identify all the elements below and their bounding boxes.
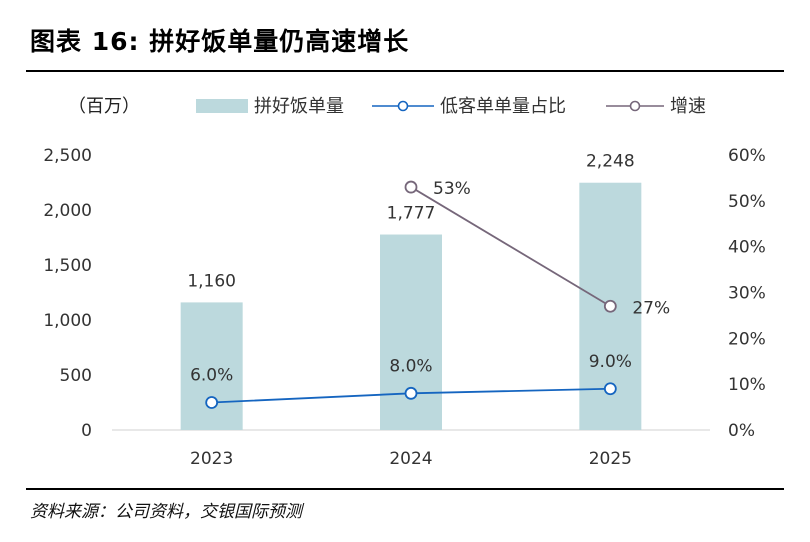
share-point: [603, 382, 617, 396]
y-left-tick-label: 1,500: [43, 256, 92, 276]
legend-growth-label: 增速: [670, 96, 706, 117]
x-tick-label: 2025: [589, 449, 632, 469]
x-tick-label: 2024: [389, 449, 432, 469]
legend-growth-line: 增速: [604, 92, 706, 118]
legend-bar-swatch: [196, 99, 248, 113]
y-left-tick-label: 2,000: [43, 201, 92, 221]
growth-point: [603, 299, 617, 313]
legend-bar: 拼好饭单量: [196, 92, 344, 118]
growth-point: [404, 180, 418, 194]
source-rule: [26, 488, 784, 490]
bar-data-label: 2,248: [586, 152, 635, 172]
bar-data-label: 1,777: [387, 204, 436, 224]
bar-data-label: 1,160: [187, 271, 236, 291]
y-right-tick-label: 60%: [728, 146, 766, 166]
bar: [380, 234, 442, 430]
y-right-tick-label: 40%: [728, 238, 766, 258]
y-right-tick-label: 10%: [728, 375, 766, 395]
share-data-label: 8.0%: [389, 356, 432, 376]
y-right-tick-label: 20%: [728, 329, 766, 349]
legend-growth-swatch: [606, 100, 664, 112]
share-data-label: 9.0%: [589, 352, 632, 372]
y-left-tick-label: 500: [60, 366, 92, 386]
y-left-tick-label: 0: [81, 421, 92, 441]
source-note: 资料来源：公司资料，交银国际预测: [30, 502, 302, 522]
chart-title: 图表 16: 拼好饭单量仍高速增长: [30, 27, 410, 56]
growth-series-line: [410, 186, 611, 308]
legend-share-label: 低客单单量占比: [440, 96, 566, 117]
x-tick-label: 2023: [190, 449, 233, 469]
y-right-tick-label: 0%: [728, 421, 755, 441]
title-rule: [26, 70, 784, 72]
y-left-tick-label: 2,500: [43, 146, 92, 166]
y-left-tick-label: 1,000: [43, 311, 92, 331]
legend-share-line: 低客单单量占比: [370, 92, 566, 118]
y-right-tick-label: 30%: [728, 284, 766, 304]
growth-data-label: 53%: [433, 179, 471, 199]
legend-bar-label: 拼好饭单量: [254, 96, 344, 117]
share-point: [404, 386, 418, 400]
share-point: [205, 396, 219, 409]
growth-data-label: 27%: [632, 298, 670, 318]
share-data-label: 6.0%: [190, 366, 233, 386]
unit-label: （百万）: [68, 96, 140, 117]
y-right-tick-label: 50%: [728, 192, 766, 212]
legend-share-swatch: [372, 100, 434, 112]
